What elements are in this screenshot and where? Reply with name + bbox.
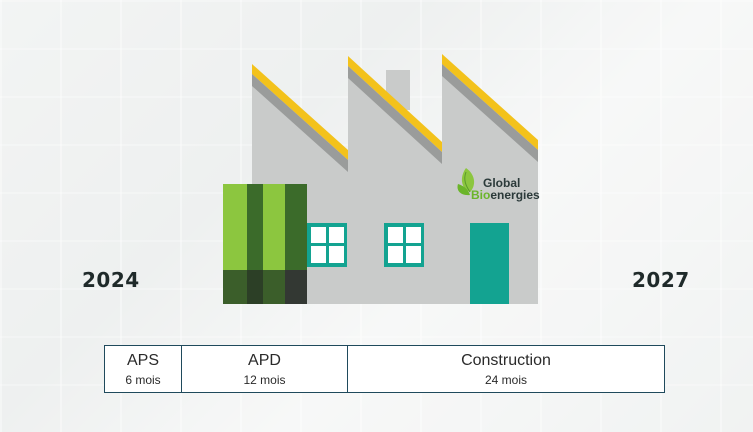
phase-construction: Construction 24 mois xyxy=(348,346,664,392)
roof-3 xyxy=(442,54,538,150)
project-timeline: APS 6 mois APD 12 mois Construction 24 m… xyxy=(104,345,665,393)
roof-1 xyxy=(252,64,348,160)
green-bars xyxy=(223,184,307,304)
phase-name: Construction xyxy=(461,351,551,369)
window-1 xyxy=(307,223,347,267)
company-logo-text: Global Bioenergies xyxy=(471,177,540,201)
phase-name: APD xyxy=(248,351,281,369)
logo-word-bioenergies: Bioenergies xyxy=(471,188,540,202)
phase-aps: APS 6 mois xyxy=(105,346,182,392)
phase-name: APS xyxy=(126,351,159,369)
leaf-logo-icon xyxy=(457,168,475,196)
end-year: 2027 xyxy=(632,268,690,292)
start-year: 2024 xyxy=(82,268,140,292)
factory-door xyxy=(470,223,509,304)
phase-duration: 12 mois xyxy=(243,372,286,387)
phase-duration: 24 mois xyxy=(484,372,528,387)
logo-word-global: Global xyxy=(483,176,521,190)
phase-apd: APD 12 mois xyxy=(182,346,348,392)
roof-2 xyxy=(348,56,442,152)
window-2 xyxy=(384,223,424,267)
phase-duration: 6 mois xyxy=(125,372,161,387)
